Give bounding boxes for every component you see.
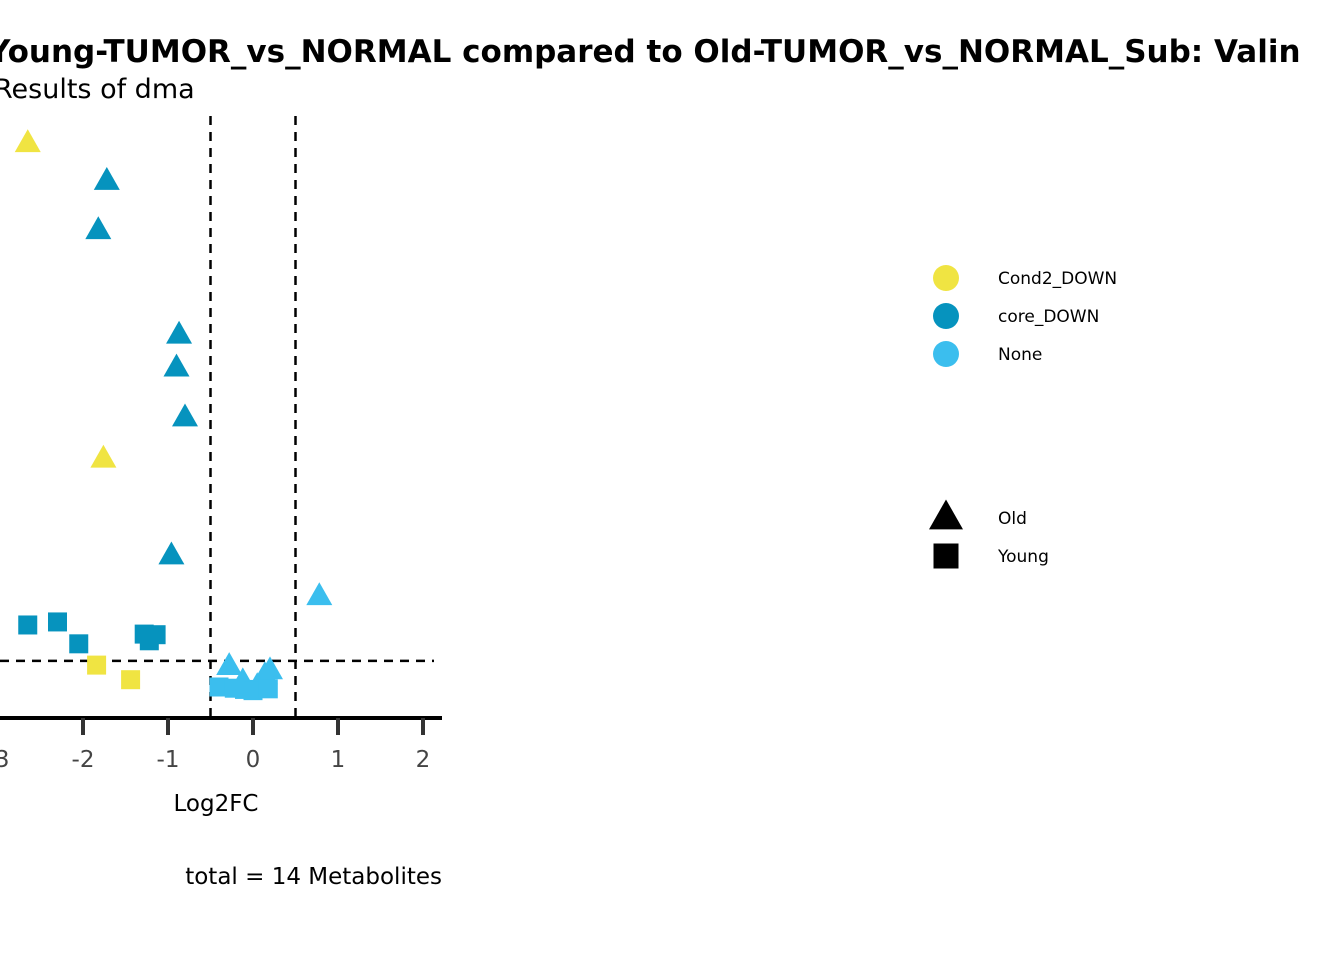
data-point-triangle <box>93 166 120 190</box>
shape-legend: Old Young <box>929 499 1049 569</box>
x-axis-title: Log2FC <box>173 791 258 817</box>
color-legend: Cond2_DOWN core_DOWN None <box>933 265 1117 367</box>
data-point-square <box>209 677 229 697</box>
data-point-triangle <box>163 353 190 377</box>
data-point-triangle <box>172 403 198 427</box>
legend-shape-key <box>929 499 963 530</box>
data-points <box>14 129 333 701</box>
chart-subtitle: Results of dma <box>0 74 195 105</box>
data-point-triangle <box>90 444 117 468</box>
x-axis-ticks: -3 -2 -1 0 1 2 <box>0 718 430 773</box>
data-point-square <box>121 670 141 690</box>
legend-color-label: None <box>998 345 1042 365</box>
x-tick-label: -3 <box>0 747 9 773</box>
legend-color-label: Cond2_DOWN <box>998 269 1117 289</box>
data-point-square <box>69 634 89 654</box>
data-point-triangle <box>158 541 185 565</box>
data-point-triangle <box>85 216 112 240</box>
legend-shape-label: Young <box>997 547 1049 567</box>
data-point-square <box>139 631 159 651</box>
data-point-square <box>48 612 67 632</box>
legend-shape-label: Old <box>998 509 1027 529</box>
chart-title: Young-TUMOR_vs_NORMAL compared to Old-TU… <box>0 34 1301 70</box>
data-point-square <box>258 679 278 699</box>
legend-color-key <box>933 303 959 329</box>
legend-color-key <box>933 265 959 291</box>
x-tick-label: -1 <box>157 747 180 773</box>
reference-lines <box>0 116 434 718</box>
x-tick-label: 0 <box>246 747 261 773</box>
data-point-triangle <box>14 129 41 153</box>
x-tick-label: -2 <box>72 747 95 773</box>
legend-color-key <box>933 341 959 367</box>
chart-caption: total = 14 Metabolites <box>185 864 442 890</box>
data-point-square <box>18 615 38 635</box>
x-tick-label: 1 <box>331 747 346 773</box>
data-point-triangle <box>166 320 193 344</box>
legend-shape-key <box>933 543 959 569</box>
data-point-triangle <box>216 652 243 676</box>
legend-color-label: core_DOWN <box>998 307 1099 327</box>
data-point-square <box>243 681 263 701</box>
plot-area: -3 -2 -1 0 1 2 <box>0 116 442 773</box>
data-point-triangle <box>306 582 333 606</box>
x-tick-label: 2 <box>416 747 431 773</box>
data-point-square <box>87 655 107 675</box>
